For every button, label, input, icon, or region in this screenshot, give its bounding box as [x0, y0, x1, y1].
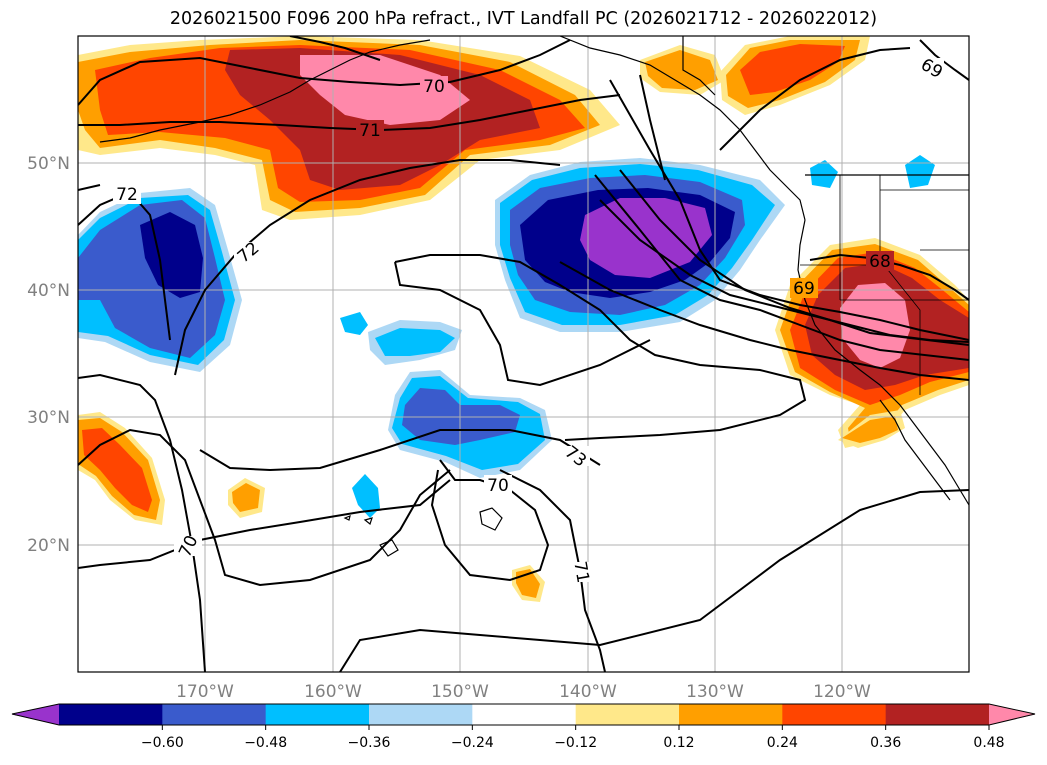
colorbar-ticks: −0.60 −0.48 −0.36 −0.24 −0.12 0.12 0.24 0.36 0.4… [141, 725, 1005, 751]
lon-label-120w: 120°W [813, 682, 871, 702]
colorbar-tick-label: 0.12 [663, 735, 694, 751]
contour-label-70-central: 70 [487, 476, 509, 496]
ca-positive-pink [840, 283, 910, 368]
contour-70-north [78, 39, 571, 106]
colorbar-tick-label: 0.24 [767, 735, 798, 751]
sw-positive-red [82, 428, 152, 512]
gridlines [78, 36, 969, 672]
contour-label-71-north: 71 [359, 121, 381, 141]
lon-label-160w: 160°W [304, 682, 362, 702]
alaska-border [682, 36, 716, 96]
colorbar-cell [782, 704, 887, 725]
contour-69-north [289, 36, 969, 81]
contour-72-west [174, 74, 666, 376]
colorbar-cell [265, 704, 370, 725]
colorbar-tick-label: 0.48 [973, 735, 1004, 751]
west-negative-navy [140, 212, 203, 298]
contour-label-68-ca: 68 [869, 252, 891, 272]
contour-label-71-south: 71 [569, 560, 592, 585]
contour-label-72-nw: 72 [116, 185, 138, 205]
contour-label-69-ca: 69 [793, 279, 815, 299]
contour-east-bundle-4 [599, 199, 969, 343]
contour-label-70-north: 70 [423, 77, 445, 97]
us-west-coast [797, 219, 969, 506]
colorbar-tick-label: −0.12 [554, 735, 597, 751]
lat-label-30n: 30°N [27, 408, 70, 428]
colorbar-tick-label: −0.60 [141, 735, 184, 751]
colorbar-tick-label: −0.48 [244, 735, 287, 751]
contour-70-central [430, 459, 550, 582]
coastlines [99, 36, 969, 557]
colorbar-cell [369, 704, 473, 725]
colorbar-cell [472, 704, 577, 725]
lat-label-40n: 40°N [27, 281, 70, 301]
contour-71-north [78, 94, 621, 132]
colorbar-cell [59, 704, 163, 725]
lon-label-150w: 150°W [431, 682, 489, 702]
small-negative-3 [375, 328, 455, 356]
contour-east-bundle-1 [594, 174, 969, 361]
colorbar-cells [12, 704, 1035, 725]
baja-coast [879, 399, 951, 501]
colorbar-cell [679, 704, 783, 725]
colorbar-extend-high [989, 704, 1035, 725]
contour-east-bundle-3 [559, 261, 969, 381]
baja-positive-orange [842, 416, 898, 443]
longitude-labels: 170°W 160°W 150°W 140°W 130°W 120°W [176, 682, 871, 702]
alaska-coast [99, 36, 806, 221]
lat-label-20n: 20°N [27, 536, 70, 556]
map-plot-area: 69 70 71 72 72 69 68 73 70 70 71 [78, 36, 969, 672]
colorbar-outline [11, 703, 1036, 726]
contour-70-west [78, 373, 206, 672]
lat-label-50n: 50°N [27, 154, 70, 174]
lon-label-170w: 170°W [176, 682, 234, 702]
colorbar: −0.60 −0.48 −0.36 −0.24 −0.12 0.12 0.24 0.36 0.4… [11, 703, 1036, 751]
map-frame [77, 35, 970, 673]
page-title: 2026021500 F096 200 hPa refract., IVT La… [169, 9, 878, 29]
colorbar-tick-label: 0.36 [870, 735, 901, 751]
small-negative-1 [340, 312, 368, 335]
contour-lines [78, 36, 969, 672]
hawaii-positive-orange [232, 483, 260, 512]
state-borders [800, 175, 969, 395]
contour-69-south [78, 428, 451, 587]
contour-sw-bottom [339, 489, 969, 672]
hawaii-islands [343, 507, 503, 557]
north-positive-band-pink [300, 55, 470, 125]
ne-positive-red [740, 44, 845, 95]
colorbar-tick-label: −0.36 [348, 735, 391, 751]
lon-label-130w: 130°W [686, 682, 744, 702]
contour-68-ca [809, 253, 969, 301]
colorbar-tick-label: −0.24 [451, 735, 494, 751]
lon-label-140w: 140°W [559, 682, 617, 702]
small-negative-5 [810, 160, 838, 188]
colorbar-cell [575, 704, 680, 725]
colorbar-extend-low [12, 704, 59, 725]
colorbar-cell [162, 704, 267, 725]
contour-72-north [78, 184, 171, 341]
contour-73 [199, 254, 807, 472]
small-negative-4 [352, 474, 380, 518]
contour-labels: 69 70 71 72 72 69 68 73 70 70 71 [113, 55, 946, 585]
colorbar-cell [885, 704, 990, 725]
contour-69-ne [719, 47, 911, 151]
latitude-labels: 50°N 40°N 30°N 20°N [27, 154, 70, 556]
